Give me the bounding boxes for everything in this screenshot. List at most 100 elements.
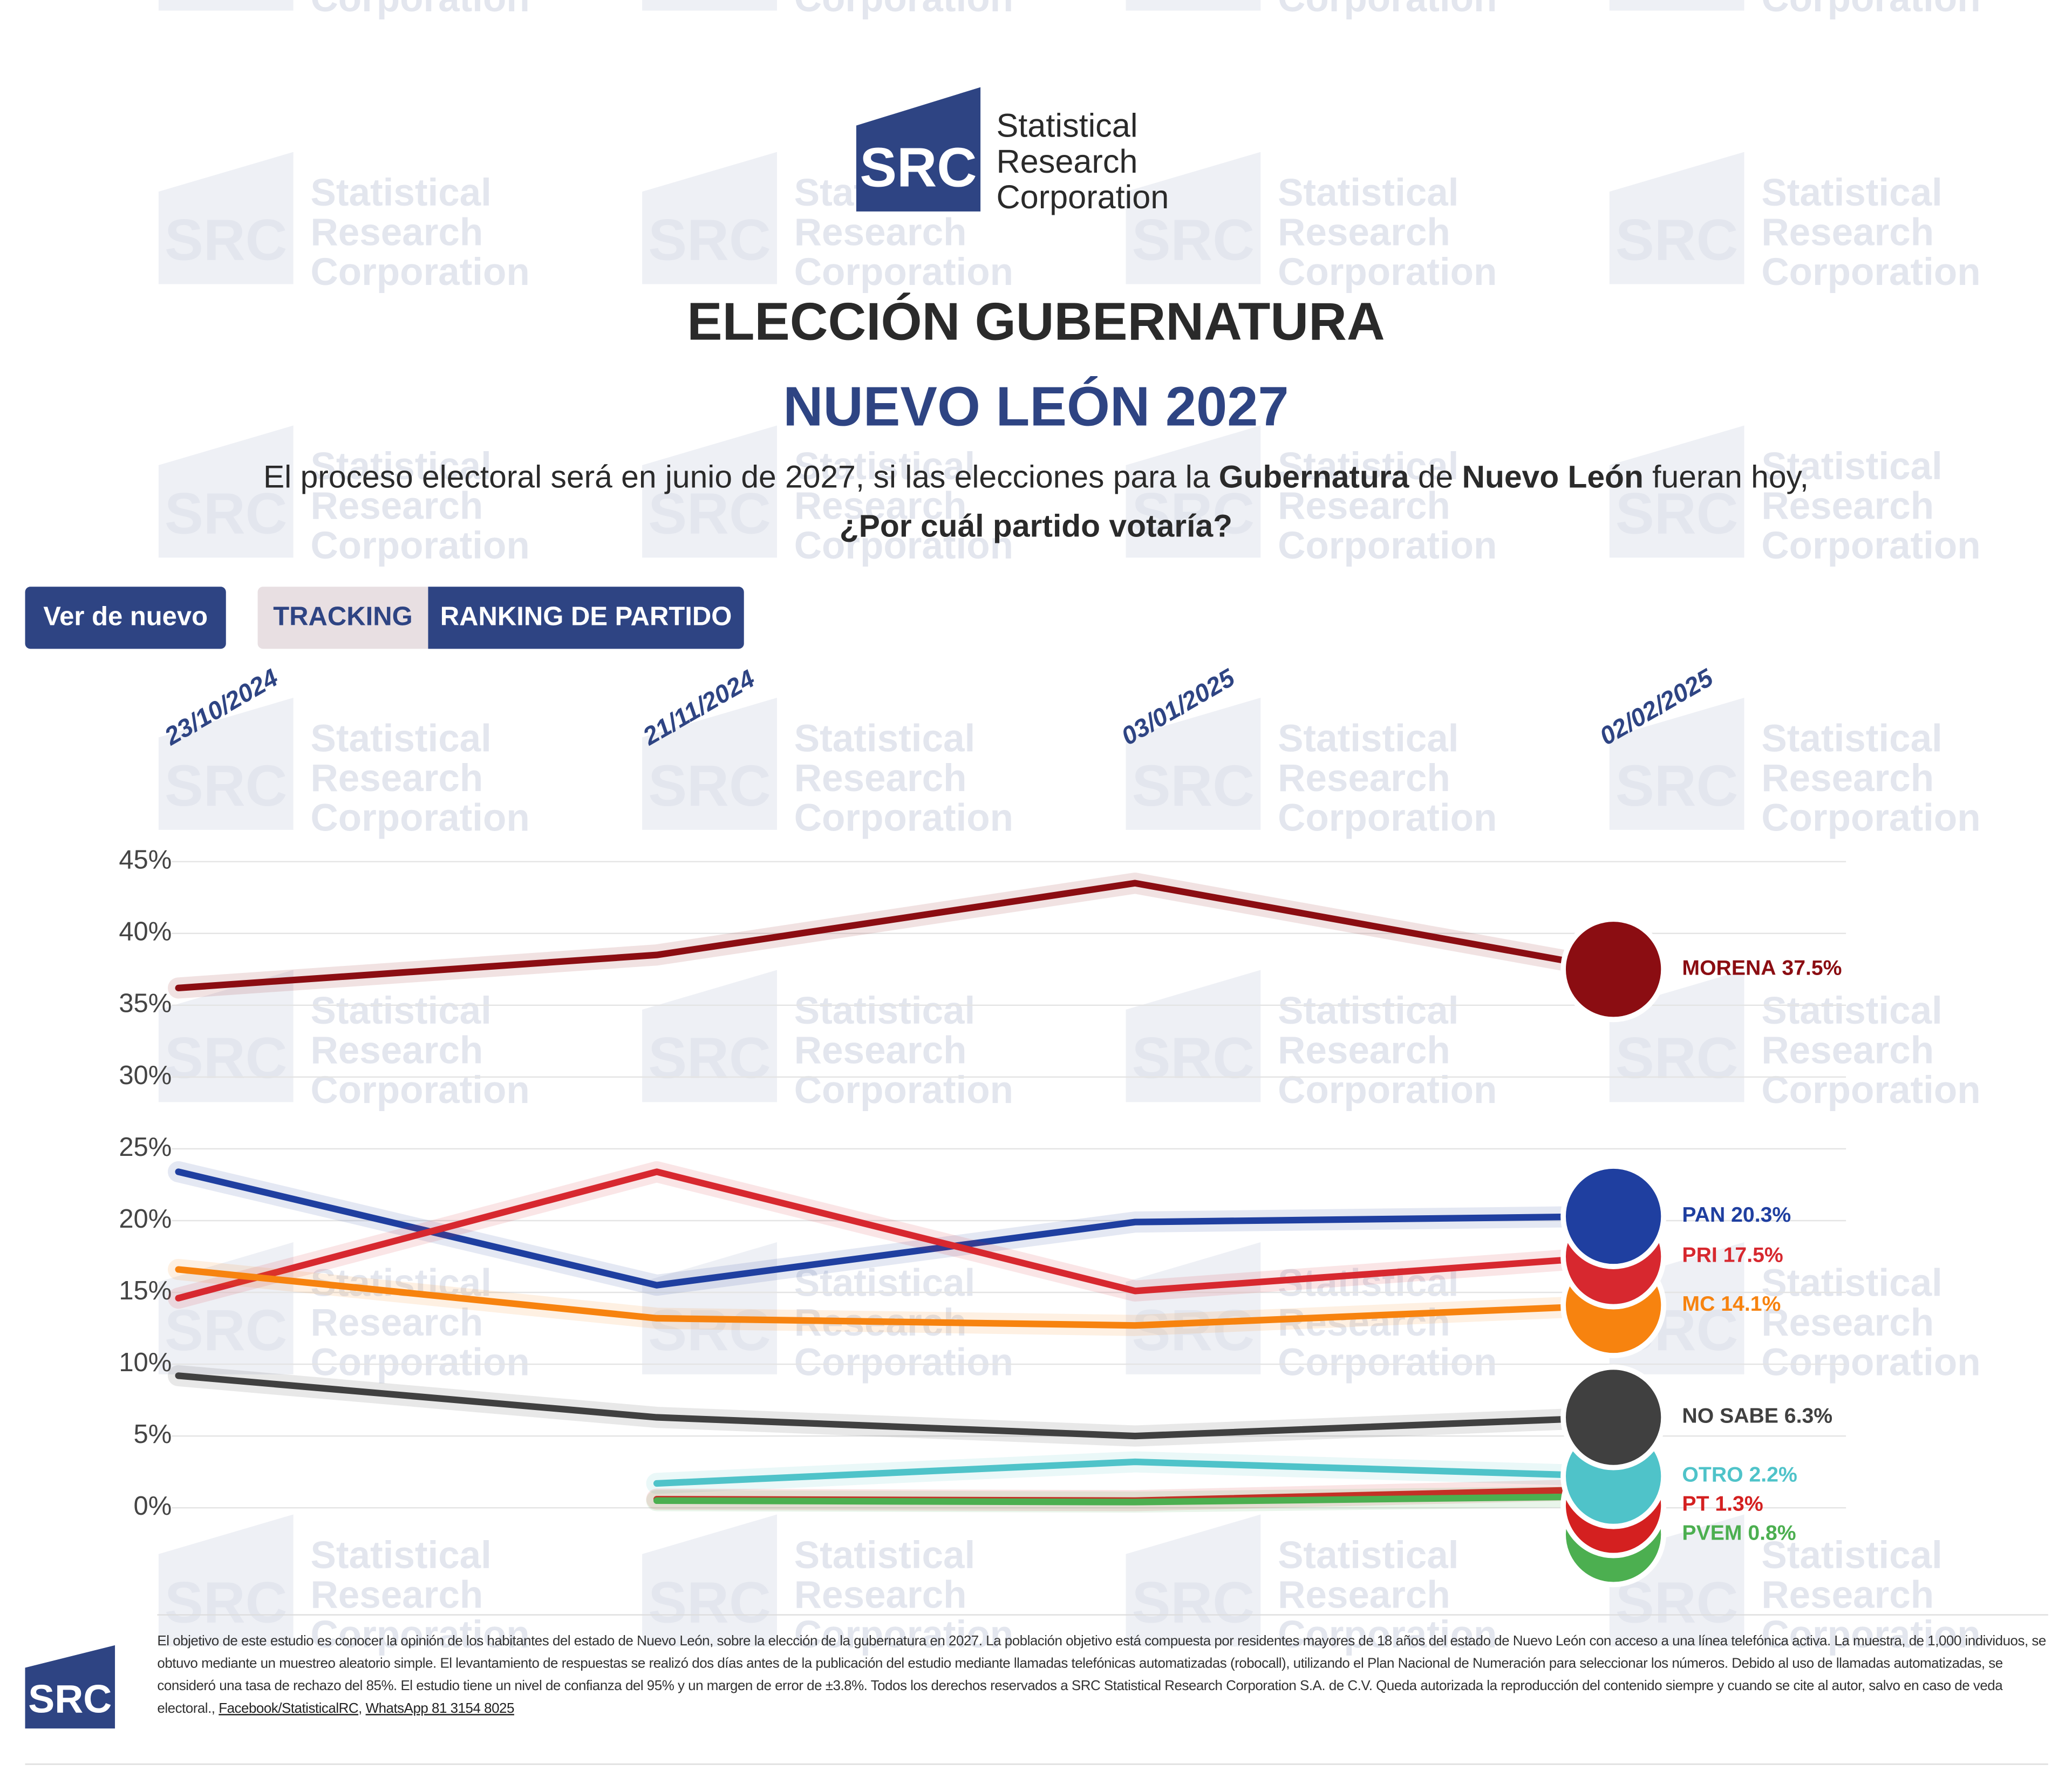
line [653, 1458, 1617, 1487]
watermark-line: Research [310, 212, 483, 254]
watermark-line: Corporation [794, 1613, 1013, 1656]
watermark-line: Research [1761, 485, 1934, 528]
question-bold: Gubernatura [1218, 460, 1409, 496]
end-label: PVEM 0.8% [1682, 1522, 1796, 1545]
watermark-line: Corporation [1761, 1069, 1980, 1112]
subtitle: NUEVO LEÓN 2027 [783, 375, 1289, 438]
watermark-mark: SRC [648, 1025, 771, 1090]
watermark-line: Corporation [310, 1613, 529, 1656]
watermark-line: Corporation [1278, 1069, 1497, 1112]
watermark-line: Statistical [794, 990, 975, 1032]
watermark-line: Research [310, 1030, 483, 1072]
watermark-line: Corporation [1761, 1341, 1980, 1384]
watermark-mark: SRC [165, 1025, 288, 1090]
watermark-mark: SRC [1132, 1297, 1255, 1363]
watermark-line: Research [1278, 757, 1450, 800]
disclaimer: El objetivo de este estudio es conocer l… [157, 1633, 2046, 1717]
watermark-line: Statistical [1761, 1262, 1942, 1305]
watermark-block [158, 698, 294, 830]
watermark-block [1126, 970, 1261, 1102]
watermark-mark: SRC [1616, 753, 1738, 818]
watermark-mark: SRC [1132, 1569, 1255, 1635]
y-tick-label: 15% [119, 1276, 172, 1305]
watermark-mark: SRC [165, 480, 288, 546]
watermark-line: Research [1761, 1302, 1934, 1344]
watermark-line: Statistical [1761, 445, 1942, 488]
y-tick-label: 5% [134, 1420, 172, 1449]
tracking-tab[interactable]: TRACKING [257, 587, 428, 649]
whatsapp-link[interactable]: WhatsApp 81 3154 8025 [365, 1700, 515, 1717]
question-text: fueran hoy, [1643, 460, 1809, 496]
watermark-line: Research [1761, 1030, 1934, 1072]
question-bold: Nuevo León [1462, 460, 1644, 496]
y-tick-label: 30% [119, 1061, 172, 1090]
watermark-line: Corporation [794, 1069, 1013, 1112]
watermark-block [158, 425, 294, 558]
question-line: ¿Por cuál partido votaría? [839, 508, 1233, 544]
watermark-mark: SRC [648, 1297, 771, 1363]
watermark-line: Corporation [1278, 0, 1497, 20]
watermark-line: Research [1278, 1030, 1450, 1072]
value-label: 17.5% [1723, 1244, 1783, 1267]
watermark-line: Statistical [1278, 1534, 1458, 1577]
replay-button[interactable]: Ver de nuevo [25, 587, 226, 649]
y-tick-label: 10% [119, 1348, 172, 1377]
watermark-line: Corporation [1761, 797, 1980, 840]
watermark-line: Research [1761, 757, 1934, 800]
watermark-line: Research [794, 1574, 967, 1616]
watermark-line: Statistical [1761, 718, 1942, 760]
watermark-line: Research [1761, 212, 1934, 254]
watermark-line: Corporation [310, 1341, 529, 1384]
watermarks: SRCStatisticalResearchCorporationSRCStat… [158, 0, 1981, 1656]
watermark-mark: SRC [165, 207, 288, 273]
watermark-line: Research [1278, 485, 1450, 528]
line [175, 880, 1617, 991]
logo: SRC Statistical Research Corporation [856, 87, 1169, 215]
end-label: MORENA 37.5% [1682, 957, 1842, 980]
logo-block [856, 87, 981, 212]
watermark-line: Research [794, 212, 967, 254]
watermark-line: Statistical [1761, 990, 1942, 1032]
watermark-block [158, 970, 294, 1102]
watermark-line: Corporation [1761, 525, 1980, 567]
watermark-block [642, 698, 777, 830]
watermark-line: Corporation [794, 251, 1013, 294]
line [175, 1168, 1617, 1302]
watermark-mark: SRC [1616, 480, 1738, 546]
footer-text: El objetivo de este estudio es conocer l… [157, 1633, 2046, 1717]
watermark-mark: SRC [1616, 1025, 1738, 1090]
watermark-line: Research [310, 485, 483, 528]
footer-logo-block [25, 1645, 115, 1729]
watermark-line: Statistical [310, 445, 491, 488]
watermark-mark: SRC [1132, 1025, 1255, 1090]
facebook-link[interactable]: Facebook/StatisticalRC [219, 1700, 359, 1717]
ranking-tab[interactable]: RANKING DE PARTIDO [428, 587, 744, 649]
end-label: NO SABE 6.3% [1682, 1405, 1832, 1428]
watermark-line: Statistical [794, 718, 975, 760]
watermark-block [1126, 698, 1261, 830]
y-tick-label: 45% [119, 846, 172, 875]
series-name: MORENA [1682, 957, 1776, 980]
watermark-mark: SRC [648, 480, 771, 546]
line [653, 1493, 1617, 1506]
line [175, 1372, 1617, 1440]
watermark-block [1126, 1514, 1261, 1647]
watermark-line: Corporation [794, 0, 1013, 20]
watermark-line: Statistical [310, 990, 491, 1032]
watermark-line: Research [1278, 1302, 1450, 1344]
watermark-block [642, 1514, 777, 1647]
series-name: PRI [1682, 1244, 1717, 1267]
value-label: 0.8% [1748, 1522, 1796, 1545]
series-name: OTRO [1682, 1463, 1743, 1487]
